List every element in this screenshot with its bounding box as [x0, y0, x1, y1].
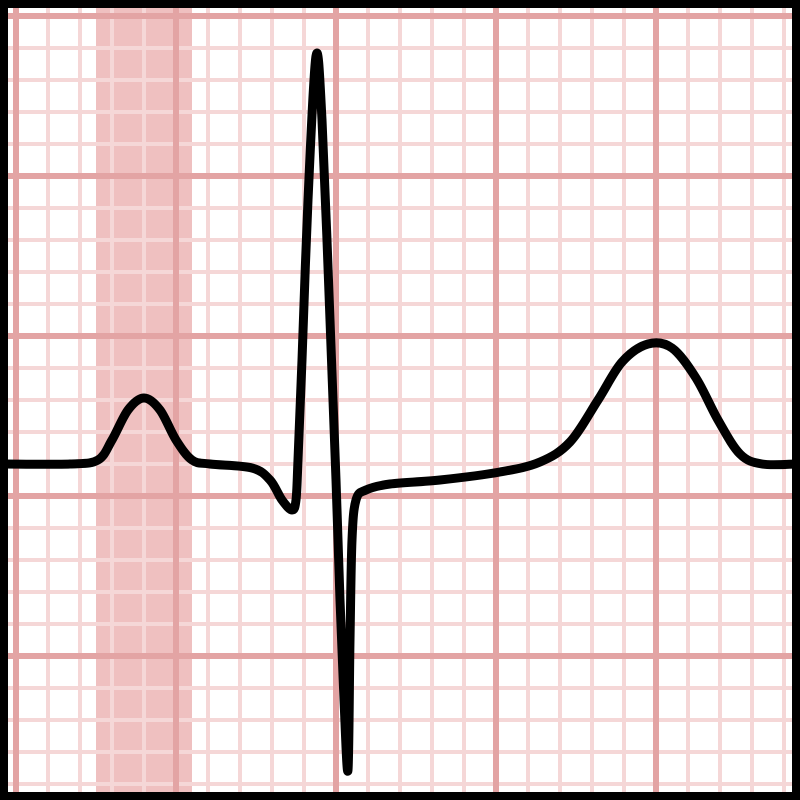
ecg-diagram	[0, 0, 800, 800]
